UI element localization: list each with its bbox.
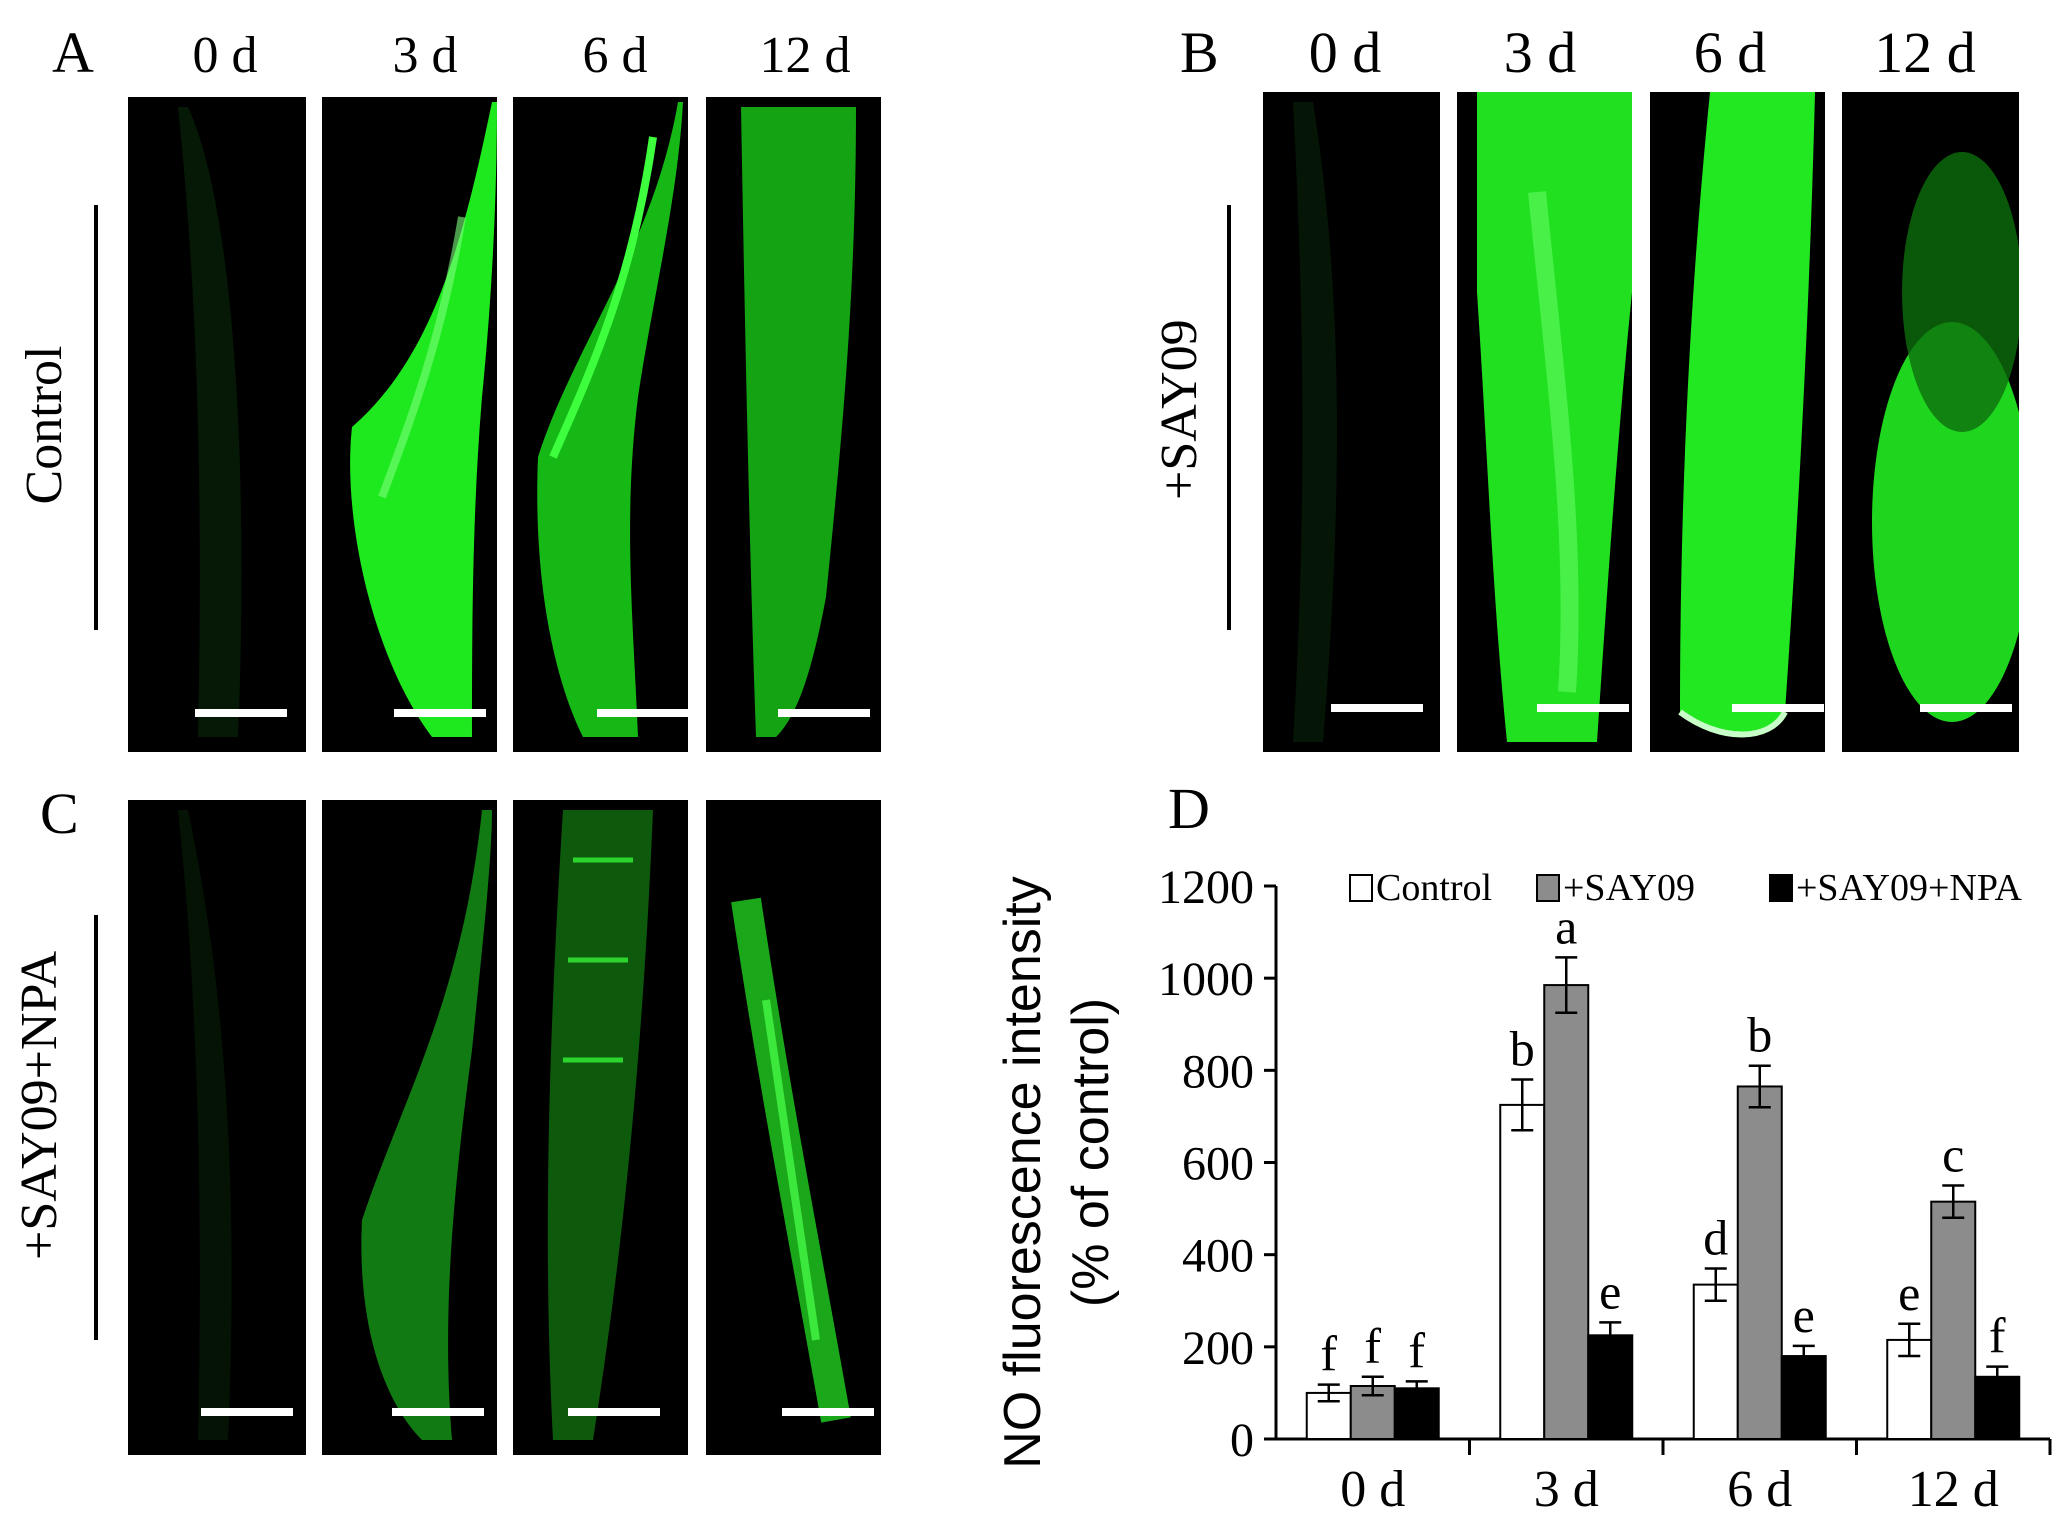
legend-swatch [1769,874,1793,902]
scale-bar [392,1408,484,1416]
significance-letter: f [1364,1318,1381,1374]
legend-swatch [1536,874,1560,902]
bar [1692,1283,1739,1440]
scale-bar [597,709,688,717]
row-label-say09-npa: +SAY09+NPA [11,950,68,1260]
scale-bar [394,709,486,717]
scale-bar [568,1408,660,1416]
time-label-b-0d: 0 d [1308,20,1382,85]
root-speckled-icon [547,810,653,1440]
root-faint-icon [1293,102,1337,742]
root-bright-icon [1477,92,1632,742]
image-a-3d [322,97,497,752]
time-label-b-6d: 6 d [1693,20,1767,85]
scale-bar [778,709,870,717]
image-b-6d [1650,92,1825,752]
image-a-12d [706,97,881,752]
significance-letter: e [1898,1265,1920,1321]
scale-bar [782,1408,874,1416]
significance-letter: c [1942,1127,1964,1183]
legend-label: Control [1376,867,1492,909]
legend-label: +SAY09 [1563,867,1695,909]
panel-letter-d: D [1168,776,1210,841]
image-b-0d [1263,92,1440,752]
root-medium-icon [361,810,492,1440]
root-bright-icon [1678,92,1815,738]
x-tick-label: 3 d [1534,1461,1599,1518]
root-speckled-icon [731,897,851,1423]
x-tick-label: 6 d [1727,1461,1792,1518]
image-b-12d [1842,92,2019,752]
y-tick-label: 1200 [1158,861,1254,914]
y-tick-label: 400 [1182,1230,1254,1283]
bar [1736,1085,1783,1440]
scale-bar [1920,704,2012,712]
row-label-control: Control [16,345,73,505]
image-c-12d [706,800,881,1455]
row-label-say09: +SAY09 [1151,319,1208,500]
image-a-0d [128,97,306,752]
time-label-a-3d: 3 d [392,27,458,84]
significance-letter: f [1408,1322,1425,1378]
y-tick-label: 600 [1182,1138,1254,1191]
y-tick-label: 800 [1182,1045,1254,1098]
significance-letter: d [1703,1209,1728,1265]
bar [1587,1334,1634,1440]
significance-letter: b [1510,1021,1535,1077]
root-faint-icon [178,107,242,737]
bar [1930,1200,1977,1440]
panel-letter-c: C [40,781,79,846]
x-tick-label: 12 d [1908,1461,1999,1518]
significance-letter: e [1793,1287,1815,1343]
scale-bar [195,709,287,717]
y-axis-label: NO fluorescence intensity [994,876,1052,1469]
bar [1543,984,1590,1440]
image-c-3d [322,800,497,1455]
time-label-a-0d: 0 d [192,27,258,84]
y-tick-label: 200 [1182,1322,1254,1375]
scale-bar [1537,704,1629,712]
row-divider-say09-npa [94,915,98,1340]
significance-letter: b [1747,1007,1772,1063]
image-b-3d [1457,92,1632,752]
legend-label: +SAY09+NPA [1796,867,2022,909]
significance-letter: f [1989,1308,2006,1364]
bar [1393,1387,1440,1441]
significance-letter: a [1555,898,1577,954]
significance-letter: f [1320,1326,1337,1382]
root-bright-icon [1872,152,2019,722]
y-tick-label: 0 [1230,1414,1254,1467]
row-divider-control [94,205,98,630]
image-c-0d [128,800,306,1455]
root-medium-icon [537,102,683,737]
root-bright-icon [350,102,497,737]
significance-letter: e [1599,1263,1621,1319]
image-a-6d [513,97,688,752]
time-label-b-3d: 3 d [1503,20,1577,85]
scale-bar [1732,704,1824,712]
panel-letter-b: B [1180,20,1219,85]
scale-bar [201,1408,293,1416]
bar [1499,1103,1546,1440]
scale-bar [1331,704,1423,712]
image-c-6d [513,800,688,1455]
y-axis-label: (% of control) [1062,998,1120,1307]
row-divider-say09 [1227,205,1231,630]
root-medium-icon [741,107,856,737]
time-label-a-6d: 6 d [582,27,648,84]
panel-letter-a: A [52,20,94,85]
time-label-b-12d: 12 d [1874,20,1976,85]
y-tick-label: 1000 [1158,953,1254,1006]
bar [1780,1355,1827,1440]
legend-swatch [1349,874,1373,902]
root-faint-icon [178,810,232,1440]
x-tick-label: 0 d [1340,1461,1405,1518]
time-label-a-12d: 12 d [759,27,851,84]
